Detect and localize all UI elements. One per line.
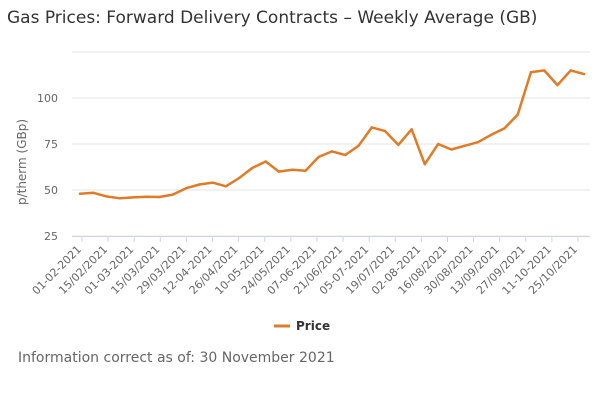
data-point xyxy=(237,176,241,180)
data-point xyxy=(78,192,82,195)
data-point xyxy=(410,128,413,131)
data-point xyxy=(158,195,161,199)
data-point xyxy=(251,166,254,170)
data-point xyxy=(105,195,108,198)
data-point xyxy=(543,69,546,72)
data-point xyxy=(264,160,267,163)
data-point xyxy=(436,142,440,146)
chart-title: Gas Prices: Forward Delivery Contracts –… xyxy=(7,8,538,28)
y-tick-label: 100 xyxy=(37,92,58,105)
data-point xyxy=(397,143,400,147)
y-axis-ticks: 25 50 75 100 xyxy=(37,92,58,243)
series-line-price xyxy=(78,69,586,200)
data-point xyxy=(489,133,493,136)
y-axis-label: p/therm (GBp) xyxy=(15,119,29,205)
data-point xyxy=(277,170,281,173)
data-point xyxy=(184,186,188,190)
data-point xyxy=(118,197,121,200)
data-point xyxy=(145,195,148,199)
data-point xyxy=(556,83,559,87)
x-axis-labels: 01-02-202115/02/202101-03-202115/03/2021… xyxy=(30,243,580,297)
legend[interactable]: Price xyxy=(274,319,330,333)
footer-label: Information correct as of: xyxy=(18,350,195,366)
data-point xyxy=(463,144,466,148)
data-point xyxy=(357,144,360,148)
data-point xyxy=(317,155,320,159)
data-point xyxy=(529,71,533,74)
data-point xyxy=(370,126,373,129)
data-point xyxy=(569,69,572,72)
data-point xyxy=(516,113,519,116)
data-point xyxy=(211,181,214,184)
data-point xyxy=(198,183,201,186)
data-point xyxy=(344,153,347,157)
data-point xyxy=(476,140,480,144)
y-tick-label: 25 xyxy=(44,230,58,243)
legend-label: Price xyxy=(296,319,330,333)
data-point xyxy=(291,168,294,171)
data-point xyxy=(423,163,427,166)
y-tick-label: 75 xyxy=(44,138,58,151)
footer-note: Information correct as of: 30 November 2… xyxy=(18,350,335,366)
data-point xyxy=(171,193,175,196)
x-axis-ticks xyxy=(81,236,579,242)
footer-date: 30 November 2021 xyxy=(199,350,335,366)
data-point xyxy=(450,148,453,151)
data-point xyxy=(92,191,95,194)
data-point xyxy=(330,150,334,153)
series-group xyxy=(78,69,586,200)
data-point xyxy=(131,196,135,199)
data-point xyxy=(224,185,228,188)
data-point xyxy=(503,127,506,130)
data-point xyxy=(582,72,586,76)
data-point xyxy=(383,129,387,133)
data-point xyxy=(304,169,307,172)
y-tick-label: 50 xyxy=(44,184,58,197)
grid-lines xyxy=(72,51,590,237)
